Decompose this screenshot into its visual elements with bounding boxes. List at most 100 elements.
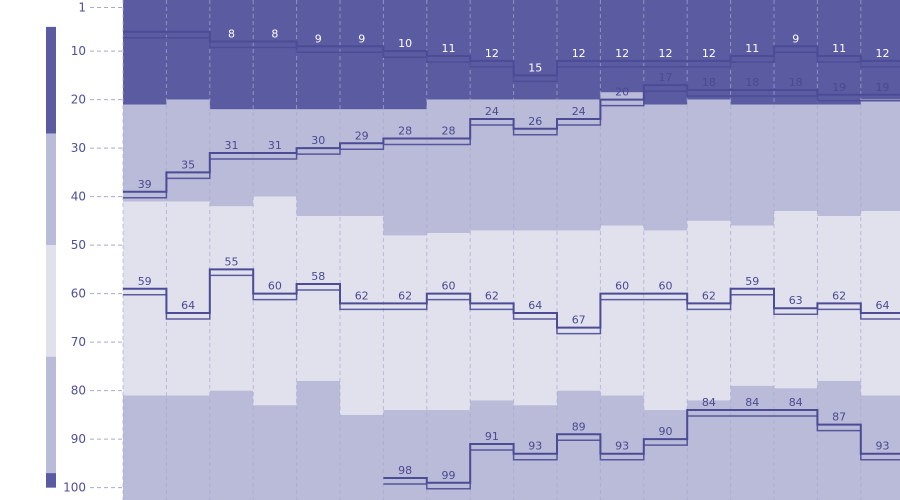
band-center-col-11	[600, 225, 645, 396]
series-0-label-11: 12	[615, 47, 629, 60]
series-0-label-5: 9	[358, 32, 365, 45]
series-0-label-9: 15	[528, 61, 542, 74]
band-upper-col-11	[600, 92, 645, 226]
band-upper-col-8	[470, 99, 515, 231]
key-segment-3	[46, 356, 56, 474]
band-top-col-10	[557, 0, 601, 100]
band-center-col-13	[687, 220, 732, 401]
series-1-label-7: 28	[442, 124, 456, 137]
series-1-label-14: 18	[745, 76, 759, 89]
series-2-label-8: 62	[485, 289, 499, 302]
band-top-col-11	[600, 0, 645, 93]
band-center-col-5	[340, 216, 384, 415]
series-3-label-10: 89	[572, 420, 586, 433]
series-1-label-0: 39	[138, 178, 152, 191]
series-3-label-7: 99	[442, 469, 456, 482]
band-lower-col-4	[296, 380, 341, 500]
y-axis: 1 10 20 30 40 50 60 70 80 90 100	[63, 1, 123, 495]
band-top-col-4	[296, 0, 341, 110]
band-lower-col-16	[817, 380, 862, 500]
series-2-label-5: 62	[355, 289, 369, 302]
series-3-label-17: 93	[876, 440, 890, 453]
series-2-label-10: 67	[572, 314, 586, 327]
series-1-label-3: 31	[268, 139, 282, 152]
band-upper-col-7	[426, 99, 471, 234]
band-center-col-2	[209, 206, 254, 391]
band-upper-col-14	[730, 104, 775, 226]
series-2-label-7: 60	[442, 280, 456, 293]
band-upper-col-4	[296, 109, 341, 217]
y-tick-label-10: 100	[63, 481, 86, 495]
band-top-col-1	[166, 0, 211, 100]
band-upper-col-13	[687, 99, 732, 221]
color-key-bar	[46, 26, 56, 488]
band-lower-col-5	[340, 414, 384, 500]
series-0-label-6: 10	[398, 37, 412, 50]
band-center-col-15	[774, 211, 818, 389]
series-2-label-17: 64	[876, 299, 890, 312]
band-top-col-3	[253, 0, 298, 110]
band-center-col-3	[253, 196, 298, 406]
key-segment-1	[46, 133, 56, 246]
band-lower-col-2	[209, 390, 254, 500]
band-center-col-16	[817, 216, 862, 381]
band-center-col-9	[513, 230, 558, 406]
y-tick-label-1: 10	[71, 44, 86, 58]
band-lower-col-9	[513, 405, 558, 500]
band-upper-col-1	[166, 99, 211, 202]
band-center-col-4	[296, 216, 341, 381]
series-0-label-15: 9	[792, 32, 799, 45]
key-segment-4	[46, 473, 56, 488]
series-1-line	[123, 84, 900, 193]
series-0-inner-line	[123, 37, 900, 83]
band-upper-col-2	[209, 109, 254, 207]
series-1-label-6: 28	[398, 124, 412, 137]
series-3-label-11: 93	[615, 440, 629, 453]
series-2-label-12: 60	[659, 280, 673, 293]
band-upper-col-15	[774, 104, 818, 212]
band-top-col-9	[513, 0, 558, 100]
series-2-label-6: 62	[398, 289, 412, 302]
band-lower-col-1	[166, 395, 211, 500]
band-lower-col-14	[730, 385, 775, 500]
band-lower-col-13	[687, 400, 732, 500]
series-2-label-1: 64	[181, 299, 195, 312]
series-1-label-10: 24	[572, 105, 586, 118]
band-fills	[123, 0, 900, 500]
series-0-label-16: 11	[832, 42, 846, 55]
series-0-label-3: 8	[271, 27, 278, 40]
series-0-label-10: 12	[572, 47, 586, 60]
series-2-label-16: 62	[832, 289, 846, 302]
band-top-col-13	[687, 0, 732, 100]
series-2-label-13: 62	[702, 289, 716, 302]
series-1-label-9: 26	[528, 115, 542, 128]
series-1-label-8: 24	[485, 105, 499, 118]
band-center-col-7	[426, 233, 471, 411]
series-3-label-6: 98	[398, 464, 412, 477]
band-center-col-17	[860, 211, 900, 396]
band-top-col-0	[123, 0, 167, 105]
series-1-label-15: 18	[789, 76, 803, 89]
band-center-col-12	[643, 230, 688, 411]
band-top-col-12	[643, 0, 688, 105]
series-3-inner-line	[383, 415, 900, 490]
y-tick-label-5: 50	[71, 238, 86, 252]
series-2-label-11: 60	[615, 280, 629, 293]
series-1-inner-line	[123, 90, 900, 199]
series-1-label-5: 29	[355, 129, 369, 142]
series-2-label-0: 59	[138, 275, 152, 288]
series-3-label-8: 91	[485, 430, 499, 443]
band-center-col-6	[383, 235, 428, 411]
band-center-col-0	[123, 201, 167, 396]
series-1-label-4: 30	[311, 134, 325, 147]
band-center-col-10	[557, 230, 601, 391]
series-1-label-2: 31	[225, 139, 239, 152]
band-top-col-8	[470, 0, 515, 100]
band-center-col-1	[166, 201, 211, 396]
band-lower-col-11	[600, 395, 645, 500]
series-1-label-17: 19	[876, 81, 890, 94]
band-lower-col-10	[557, 390, 601, 500]
band-upper-col-6	[383, 109, 428, 236]
